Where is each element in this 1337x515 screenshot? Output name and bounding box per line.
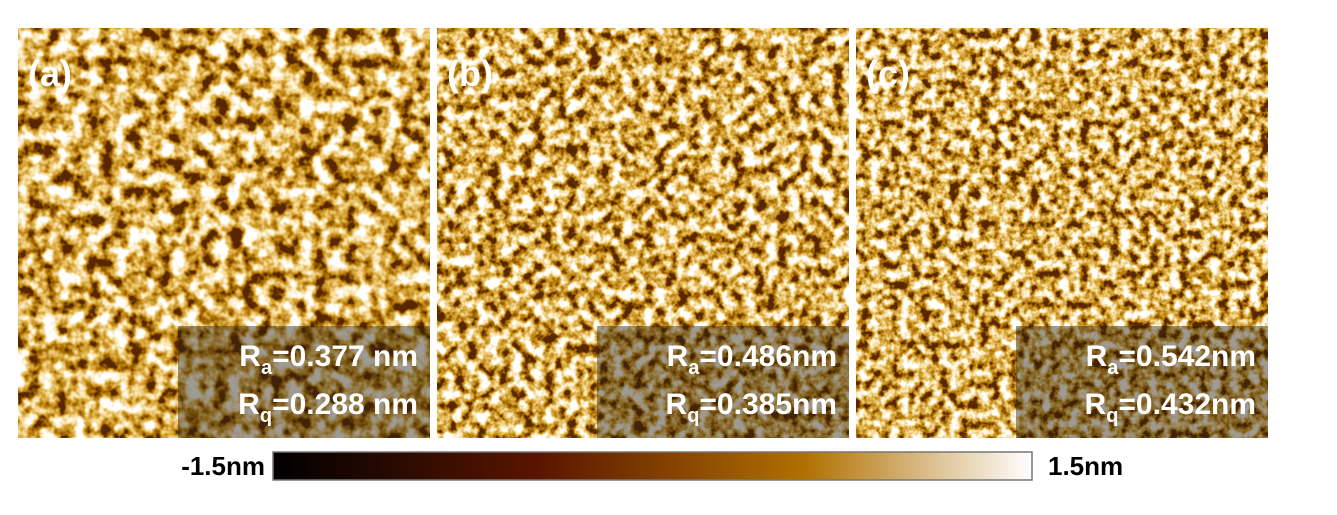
afm-image — [856, 28, 1268, 438]
roughness-rq: Rq=0.432nm — [1085, 388, 1256, 427]
colorbar-min: -1.5nm — [181, 451, 265, 481]
symbol: R — [666, 388, 688, 421]
annotation-box — [1016, 326, 1268, 438]
roughness-rq: Rq=0.288 nm — [238, 388, 418, 427]
subscript: a — [1107, 357, 1119, 379]
symbol: R — [667, 340, 689, 373]
subscript: a — [261, 357, 273, 379]
value: =0.288 nm — [272, 388, 418, 421]
colorbar — [272, 451, 1033, 481]
subscript: a — [688, 357, 700, 379]
afm-image — [437, 28, 849, 438]
roughness-ra: Ra=0.486nm — [667, 340, 837, 379]
symbol: R — [239, 340, 261, 373]
value: =0.542nm — [1118, 340, 1256, 373]
annotation-box — [597, 326, 849, 438]
value: =0.432nm — [1118, 388, 1256, 421]
subscript: q — [260, 405, 272, 427]
panel-label: (a) — [28, 53, 72, 94]
symbol: R — [1086, 340, 1108, 373]
value: =0.385nm — [699, 388, 837, 421]
afm-image — [18, 28, 430, 438]
panel-label: (c) — [866, 53, 910, 94]
panel-label: (b) — [447, 53, 493, 94]
annotation-box — [178, 326, 430, 438]
subscript: q — [687, 405, 699, 427]
roughness-ra: Ra=0.377 nm — [239, 340, 418, 379]
subscript: q — [1106, 405, 1118, 427]
roughness-rq: Rq=0.385nm — [666, 388, 837, 427]
symbol: R — [1085, 388, 1107, 421]
value: =0.486nm — [699, 340, 837, 373]
symbol: R — [238, 388, 260, 421]
value: =0.377 nm — [272, 340, 418, 373]
roughness-ra: Ra=0.542nm — [1086, 340, 1256, 379]
colorbar-max: 1.5nm — [1048, 451, 1123, 481]
